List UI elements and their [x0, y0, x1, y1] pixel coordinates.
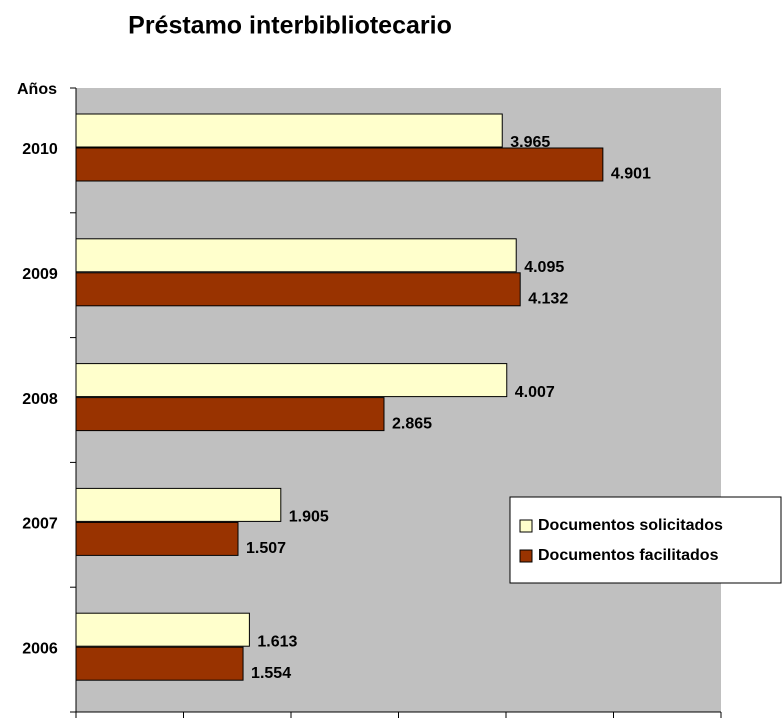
- y-tick-label: 2006: [22, 640, 58, 657]
- legend-swatch: [519, 519, 533, 533]
- bar: [75, 147, 604, 182]
- data-label: 4.132: [528, 291, 568, 308]
- data-label: 1.613: [257, 633, 297, 650]
- bar: [75, 113, 503, 148]
- bar: [75, 272, 521, 307]
- data-label: 1.905: [289, 509, 329, 526]
- bar: [75, 521, 239, 556]
- data-label: 2.865: [392, 415, 432, 432]
- bar: [75, 238, 517, 273]
- data-label: 4.007: [515, 384, 555, 401]
- data-label: 1.554: [251, 665, 291, 682]
- data-label: 1.507: [246, 540, 286, 557]
- bar: [75, 397, 385, 432]
- y-tick-label: 2007: [22, 516, 58, 533]
- bar: [75, 363, 508, 398]
- bar: [75, 612, 250, 647]
- legend-label: Documentos facilitados: [538, 547, 719, 564]
- bar: [75, 487, 282, 522]
- y-axis-label: Años: [17, 81, 57, 98]
- y-tick-label: 2009: [22, 266, 58, 283]
- data-label: 4.901: [611, 166, 651, 183]
- y-tick-label: 2010: [22, 141, 58, 158]
- y-tick-label: 2008: [22, 391, 58, 408]
- data-label: 3.965: [510, 134, 550, 151]
- bar: [75, 646, 244, 681]
- legend-swatch: [519, 549, 533, 563]
- legend-label: Documentos solicitados: [538, 517, 723, 534]
- data-label: 4.095: [524, 259, 564, 276]
- legend-box: [509, 496, 782, 584]
- chart-title: Préstamo interbibliotecario: [128, 12, 452, 40]
